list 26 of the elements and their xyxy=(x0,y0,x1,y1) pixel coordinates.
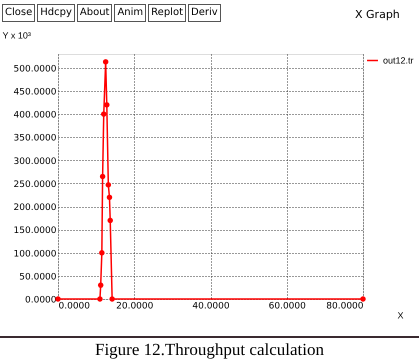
y-tick-label: 400.0000 xyxy=(14,110,57,121)
y-tick-label: 350.0000 xyxy=(14,134,57,144)
text: Close xyxy=(2,4,36,22)
y-tick-label: 150.0000 xyxy=(14,226,57,236)
x-axis-title: X xyxy=(397,310,404,320)
y-tick-label: 250.0000 xyxy=(14,180,57,190)
y-tick-label: 500.0000 xyxy=(14,64,57,74)
x-tick-label: 0.0000 xyxy=(58,302,90,312)
x-tick-label: 40.0000 xyxy=(192,302,230,312)
y-tick-label: 450.0000 xyxy=(14,87,57,98)
text: Deriv xyxy=(188,4,221,22)
text: Anim xyxy=(114,4,146,22)
chart-title: X Graph xyxy=(355,8,400,21)
text: About xyxy=(76,4,112,22)
y-tick-label: 50.0000 xyxy=(19,272,57,282)
text: Hdcpy xyxy=(37,4,75,22)
caption: Figure 12.Throughput calculation xyxy=(0,336,419,360)
x-tick-label: 60.0000 xyxy=(268,302,306,312)
x-tick-label: 20.0000 xyxy=(116,302,154,312)
y-tick-label: 300.0000 xyxy=(14,156,57,167)
y-axis-title: Y x 10³ xyxy=(2,30,31,40)
x-tick-label: 80.0000 xyxy=(326,302,364,312)
y-tick-label: 100.0000 xyxy=(14,249,57,260)
text: Replot xyxy=(148,4,186,22)
legend-label: out12.tr xyxy=(383,56,414,66)
y-tick-label: 200.0000 xyxy=(14,203,57,214)
